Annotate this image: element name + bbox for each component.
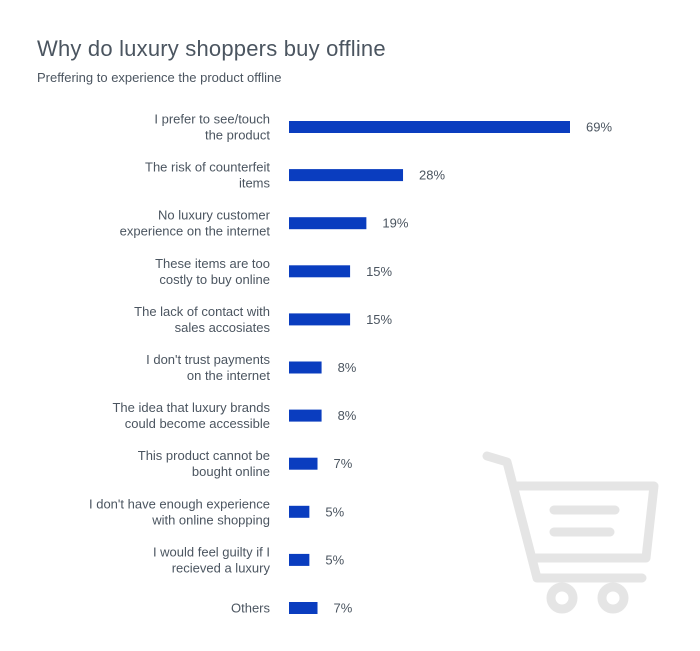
- category-label-line: I prefer to see/touch: [154, 112, 270, 127]
- category-label-line: These items are too: [155, 256, 270, 271]
- category-label: This product cannot be bought online: [138, 448, 270, 479]
- category-label: I don't have enough experience with onlin…: [89, 496, 270, 527]
- value-label: 28%: [419, 168, 445, 183]
- bar: [289, 409, 322, 422]
- value-label: 7%: [334, 456, 353, 471]
- category-label: These items are too costly to buy online: [155, 256, 270, 287]
- value-label: 5%: [325, 552, 344, 567]
- bar: [289, 361, 322, 374]
- category-label-line: The idea that luxury brands: [112, 400, 270, 415]
- category-label-line: sales accosiates: [175, 320, 271, 335]
- bar: [289, 602, 318, 614]
- category-label-line: Others: [231, 601, 271, 616]
- category-label-line: I don't have enough experience: [89, 496, 270, 511]
- category-label: The lack of contact with sales accosiates: [134, 304, 270, 335]
- category-label-line: the product: [205, 128, 270, 143]
- category-label-line: experience on the internet: [120, 224, 271, 239]
- value-label: 15%: [366, 312, 392, 327]
- bar: [289, 169, 404, 182]
- bar: [289, 457, 318, 470]
- category-label-line: on the internet: [187, 368, 271, 383]
- value-label: 15%: [366, 264, 392, 279]
- category-label-line: bought online: [192, 464, 270, 479]
- bar: [289, 217, 367, 230]
- bar: [289, 265, 351, 278]
- value-label: 8%: [338, 360, 357, 375]
- value-label: 19%: [382, 216, 408, 231]
- category-label-line: costly to buy online: [159, 272, 270, 287]
- value-label: 7%: [334, 601, 353, 616]
- category-label-line: This product cannot be: [138, 448, 270, 463]
- chart-title: Why do luxury shoppers buy offline: [37, 36, 386, 61]
- category-label-line: The lack of contact with: [134, 304, 270, 319]
- bar: [289, 121, 570, 133]
- category-label: The idea that luxury brands could become …: [112, 400, 270, 431]
- bar: [289, 313, 351, 326]
- category-label-line: The risk of counterfeit: [145, 160, 270, 175]
- category-label-line: with online shopping: [151, 512, 270, 527]
- value-label: 69%: [586, 120, 612, 135]
- category-label: Others: [231, 601, 271, 616]
- value-label: 8%: [338, 408, 357, 423]
- value-label: 5%: [325, 504, 344, 519]
- category-label: No luxury customer experience on the inte…: [120, 208, 271, 239]
- category-label: The risk of counterfeit items: [145, 160, 270, 191]
- category-label: I don't trust payments on the internet: [146, 352, 270, 383]
- category-label-line: could become accessible: [125, 416, 270, 431]
- bar: [289, 505, 310, 518]
- chart-subtitle: Preffering to experience the product off…: [37, 70, 282, 85]
- category-label: I prefer to see/touch the product: [154, 112, 270, 143]
- category-label-line: items: [239, 176, 271, 191]
- category-label-line: recieved a luxury: [172, 560, 271, 575]
- category-label-line: No luxury customer: [158, 208, 271, 223]
- category-label-line: I don't trust payments: [146, 352, 270, 367]
- shopping-cart-icon: [482, 451, 659, 614]
- bar: [289, 553, 310, 566]
- category-label-line: I would feel guilty if I: [153, 544, 270, 559]
